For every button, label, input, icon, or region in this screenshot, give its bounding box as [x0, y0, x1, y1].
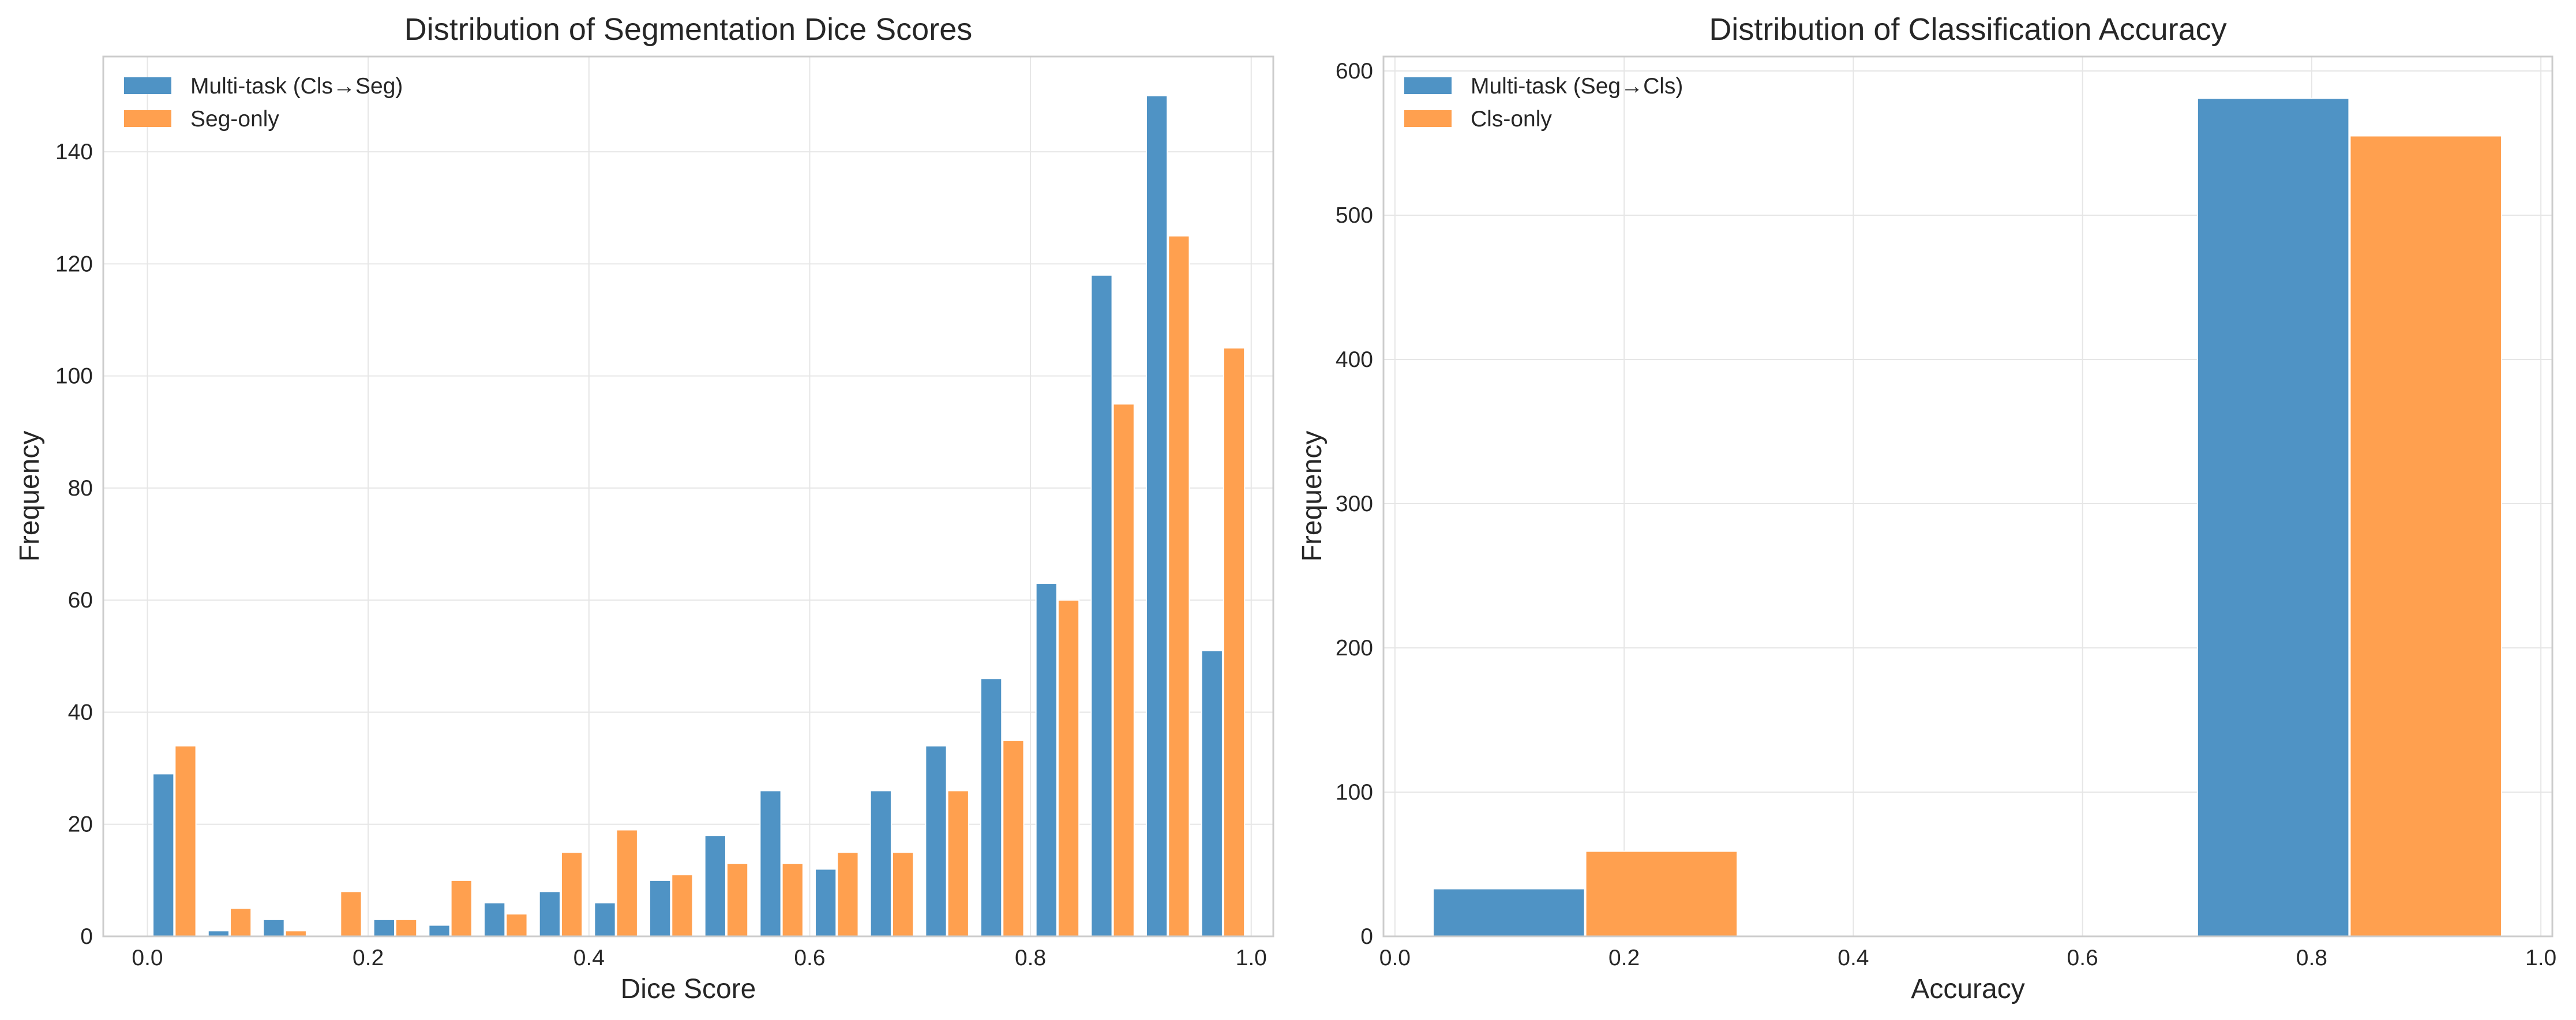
- y-axis-label: Frequency: [1297, 431, 1328, 562]
- bar-series-1: [1145, 95, 1168, 937]
- bar-series-1: [483, 902, 506, 937]
- x-axis-label: Accuracy: [1911, 974, 2024, 1004]
- y-tick-labels: 0 20 40 60 80 100 120 140: [55, 140, 93, 949]
- x-tick-label: 1.0: [1236, 946, 1267, 970]
- x-tick-labels: 0.0 0.2 0.4 0.6 0.8 1.0: [1379, 946, 2556, 970]
- legend: Multi-task (Cls→Seg) Seg-only: [124, 74, 403, 132]
- bar-series-2: [450, 879, 473, 937]
- x-tick-label: 0.8: [2296, 946, 2327, 970]
- chart-title: Distribution of Classification Accuracy: [1709, 12, 2226, 47]
- bar-series-2: [837, 852, 859, 937]
- x-tick-label: 0.2: [353, 946, 384, 970]
- x-tick-label: 0.4: [1838, 946, 1869, 970]
- x-tick-label: 0.6: [794, 946, 825, 970]
- bar-series-1: [1433, 888, 1585, 937]
- y-tick-label: 20: [68, 812, 93, 837]
- plot-frame: [102, 55, 1274, 937]
- bar-series-2: [174, 745, 197, 937]
- legend-swatch: [124, 110, 171, 127]
- legend-label: Multi-task (Cls→Seg): [190, 74, 403, 99]
- x-tick-label: 0.0: [1379, 946, 1411, 970]
- x-tick-label: 0.6: [2067, 946, 2098, 970]
- y-tick-label: 300: [1336, 492, 1373, 516]
- legend-label: Seg-only: [190, 107, 279, 132]
- bar-series-2: [230, 907, 252, 937]
- bar-series-2: [1057, 599, 1080, 937]
- bar-series-2: [616, 829, 638, 937]
- y-tick-label: 40: [68, 700, 93, 725]
- x-axis-label: Dice Score: [621, 974, 756, 1004]
- y-tick-label: 0: [1360, 924, 1373, 949]
- bar-series-2: [505, 913, 528, 937]
- bar-series-1: [263, 918, 285, 937]
- bar-series-1: [815, 868, 837, 937]
- legend: Multi-task (Seg→Cls) Cls-only: [1404, 74, 1683, 132]
- bar-series-2: [560, 852, 583, 937]
- y-tick-label: 600: [1336, 59, 1373, 84]
- y-axis-label: Frequency: [14, 431, 45, 562]
- bar-series-1: [373, 918, 395, 937]
- chart-title: Distribution of Segmentation Dice Scores: [404, 12, 972, 47]
- legend-label: Cls-only: [1471, 107, 1552, 132]
- x-tick-label: 0.8: [1015, 946, 1046, 970]
- bar-series-1: [152, 773, 175, 937]
- y-tick-label: 120: [55, 252, 93, 276]
- bar-series-2: [1585, 850, 1738, 937]
- bar-series-1: [1035, 583, 1058, 937]
- legend-label: Multi-task (Seg→Cls): [1471, 74, 1683, 99]
- bar-series-1: [704, 835, 726, 937]
- accuracy-panel: Distribution of Classification Accuracy …: [1297, 12, 2556, 1004]
- bar-series-1: [1201, 650, 1223, 937]
- legend-swatch: [124, 77, 171, 94]
- y-tick-label: 100: [55, 364, 93, 389]
- x-tick-label: 0.2: [1608, 946, 1640, 970]
- bars: [152, 95, 1246, 937]
- bar-series-2: [2349, 135, 2502, 937]
- bar-series-1: [869, 790, 892, 937]
- bar-series-2: [1168, 235, 1190, 937]
- bar-series-2: [1002, 740, 1025, 937]
- y-tick-label: 400: [1336, 347, 1373, 372]
- bar-series-2: [947, 790, 969, 937]
- bar-series-1: [538, 891, 561, 937]
- y-tick-label: 200: [1336, 636, 1373, 661]
- y-tick-label: 80: [68, 476, 93, 501]
- bar-series-1: [428, 924, 451, 937]
- bar-series-2: [1223, 347, 1246, 937]
- legend-swatch: [1404, 77, 1452, 94]
- legend-swatch: [1404, 110, 1452, 127]
- bar-series-2: [1112, 403, 1135, 937]
- bar-series-2: [395, 918, 418, 937]
- y-tick-label: 100: [1336, 780, 1373, 805]
- x-tick-label: 0.4: [573, 946, 605, 970]
- x-tick-label: 0.0: [132, 946, 163, 970]
- bar-series-2: [726, 862, 749, 937]
- bar-series-1: [649, 879, 672, 937]
- bar-series-1: [759, 790, 782, 937]
- bar-series-2: [340, 891, 362, 937]
- bars: [1433, 97, 2502, 937]
- x-tick-labels: 0.0 0.2 0.4 0.6 0.8 1.0: [132, 946, 1266, 970]
- bar-series-2: [781, 862, 804, 937]
- y-tick-label: 140: [55, 140, 93, 164]
- bar-series-1: [1090, 274, 1113, 937]
- bar-series-2: [891, 852, 914, 937]
- x-tick-label: 1.0: [2525, 946, 2556, 970]
- dice-score-panel: Distribution of Segmentation Dice Scores…: [14, 12, 1274, 1004]
- bar-series-1: [925, 745, 947, 937]
- y-tick-label: 0: [80, 924, 93, 949]
- bar-series-1: [2196, 97, 2350, 937]
- y-tick-label: 60: [68, 588, 93, 613]
- y-tick-labels: 0 100 200 300 400 500 600: [1336, 59, 1373, 949]
- bar-series-2: [671, 874, 693, 937]
- bar-series-1: [594, 902, 616, 937]
- plot-frame: [1382, 55, 2553, 937]
- bar-series-1: [980, 678, 1003, 937]
- y-tick-label: 500: [1336, 203, 1373, 228]
